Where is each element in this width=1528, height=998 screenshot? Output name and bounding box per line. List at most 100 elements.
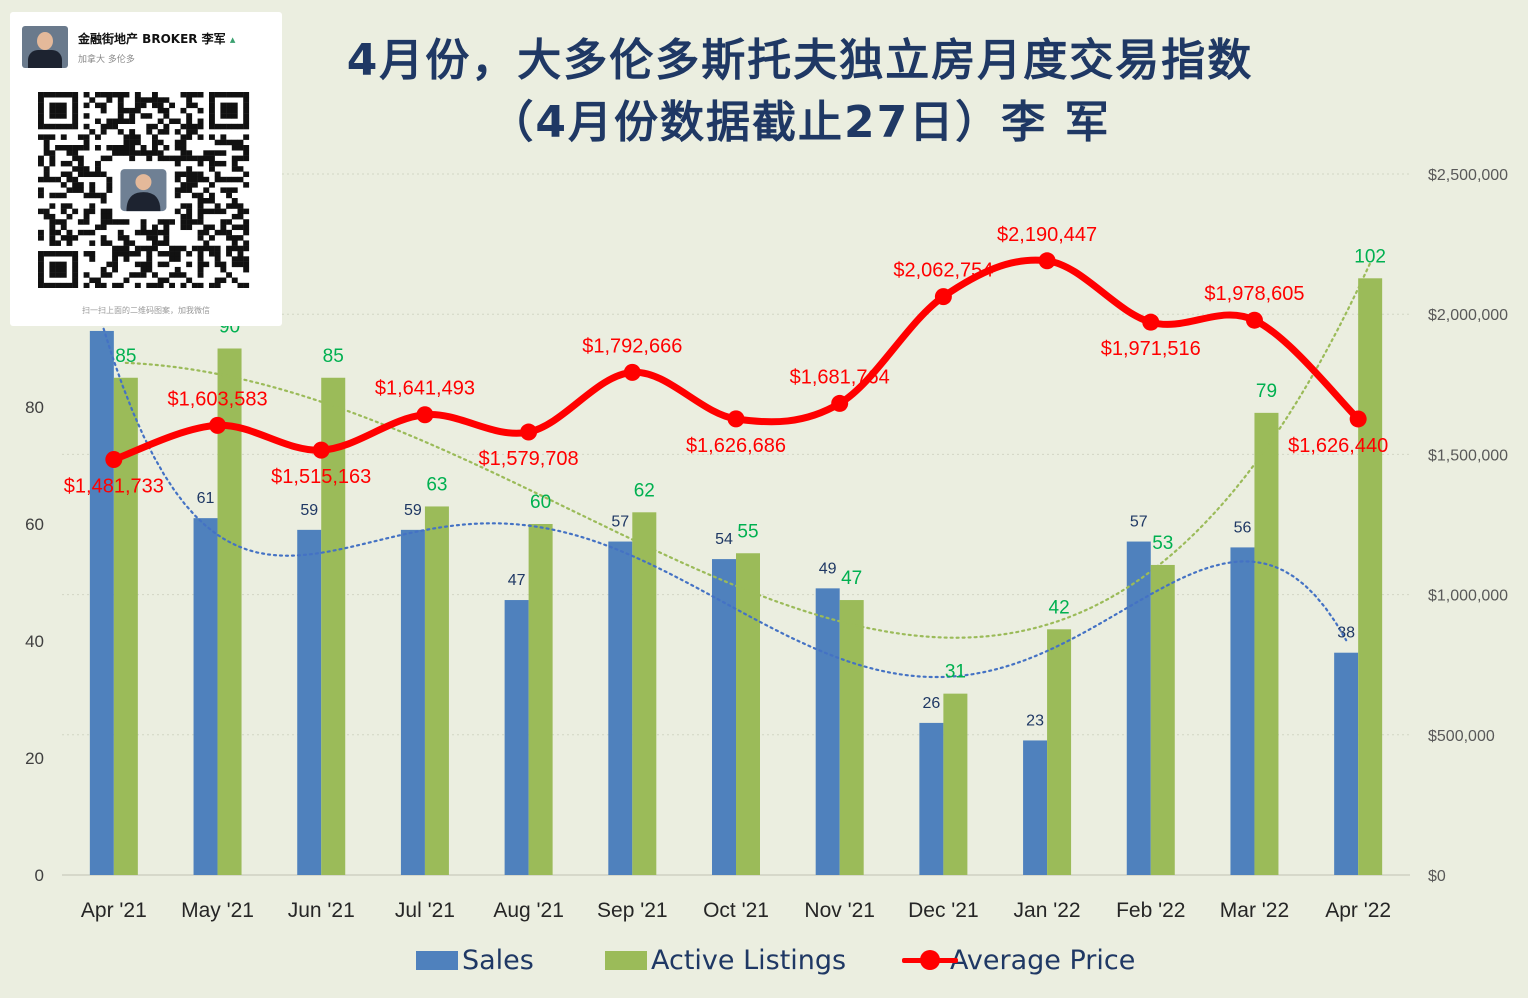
sales-data-label: 54 [715,531,733,548]
sales-bar [919,722,944,875]
sales-bar [193,518,218,875]
average-price-marker [623,363,641,381]
average-price-data-label: $2,062,754 [893,260,993,282]
y-right-tick-label: $1,000,000 [1428,588,1508,605]
average-price-marker [105,451,123,469]
sales-data-label: 57 [611,514,629,531]
x-axis-tick-label: Sep '21 [597,899,668,922]
sales-bar [815,588,840,875]
average-price-data-label: $1,978,605 [1204,283,1304,305]
sales-bar [400,529,425,875]
average-price-marker [1245,311,1263,329]
sales-bar [1126,541,1151,875]
x-axis-tick-label: Jul '21 [395,899,455,922]
active-listings-trendline [124,262,1372,639]
x-axis-tick-label: Jun '21 [288,899,355,922]
sales-data-label: 59 [300,502,318,519]
y-left-tick-label: 80 [25,398,44,417]
average-price-data-label: $1,626,440 [1288,435,1388,457]
legend-sales-swatch [416,950,458,970]
x-axis-tick-label: Jan '22 [1014,899,1081,922]
y-left-tick-label: 40 [25,632,44,651]
legend-price-swatch [902,950,958,970]
y-left-tick-label: 60 [25,515,44,534]
average-price-marker [831,394,849,412]
x-axis-tick-label: Nov '21 [804,899,875,922]
sales-bar [1230,547,1255,875]
average-price-data-label: $1,515,163 [271,466,371,488]
sales-data-label: 23 [1026,712,1044,729]
average-price-marker [416,406,434,424]
avatar [22,26,68,68]
average-price-marker [727,410,745,428]
active-listings-bar [943,693,968,875]
sales-bar [608,541,633,875]
qr-code-image [38,92,250,288]
sales-bar [1023,740,1048,875]
wechat-qr-card: 金融街地产 BROKER 李军 ▴ 加拿大 多伦多 扫一扫上面的二维码图案，加我… [10,12,282,326]
sales-data-label: 38 [1337,625,1355,642]
active-listings-data-label: 63 [426,474,447,495]
sales-trendline [100,321,1348,679]
active-listings-data-label: 60 [530,492,551,513]
active-listings-data-label: 47 [841,568,862,589]
active-listings-bar [528,524,553,875]
sales-data-label: 26 [922,695,940,712]
legend-sales-label: Sales [462,944,534,976]
average-price-marker [209,416,227,434]
legend-average-price: Average Price [902,942,1135,978]
sales-data-label: 57 [1130,514,1148,531]
active-listings-data-label: 55 [737,521,758,542]
person-icon: ▴ [229,33,236,46]
y-right-tick-label: $2,500,000 [1428,167,1508,184]
active-listings-data-label: 31 [945,662,966,683]
average-price-data-label: $1,681,764 [790,366,890,388]
sales-data-label: 59 [404,502,422,519]
active-listings-data-label: 85 [115,346,136,367]
chart-title-line-2: （4月份数据截止27日）李 军 [489,97,1111,148]
active-listings-bar [1358,278,1383,875]
chart-title-line-1: 4月份，大多伦多斯托夫独立房月度交易指数 [346,35,1254,86]
active-listings-bar [217,348,242,875]
sales-data-label: 49 [819,560,837,577]
sales-data-label: 47 [508,572,526,589]
sales-bar [712,559,736,875]
active-listings-bar [321,377,346,875]
active-listings-data-label: 102 [1354,246,1386,267]
x-axis-tick-label: Mar '22 [1220,899,1289,922]
sales-bar [297,529,322,875]
x-axis-tick-label: Feb '22 [1116,899,1185,922]
average-price-marker [1142,313,1160,331]
legend-sales: Sales [416,942,534,978]
active-listings-bar [632,512,657,875]
y-right-tick-label: $2,000,000 [1428,307,1508,324]
x-axis-tick-label: Oct '21 [703,899,769,922]
qr-hint-text: 扫一扫上面的二维码图案，加我微信 [82,306,210,315]
average-price-data-label: $1,603,583 [167,388,267,410]
active-listings-bar [424,506,449,875]
x-axis-tick-label: Aug '21 [493,899,564,922]
active-listings-bar [1047,629,1072,875]
average-price-marker [934,288,952,306]
average-price-data-label: $1,626,686 [686,435,786,457]
active-listings-data-label: 53 [1152,533,1173,554]
active-listings-bar [1150,564,1175,875]
y-right-tick-label: $0 [1428,868,1446,885]
x-axis-tick-label: May '21 [181,899,254,922]
x-axis-tick-label: Apr '22 [1325,899,1391,922]
average-price-data-label: $1,971,516 [1101,338,1201,360]
sales-bar [1334,652,1359,875]
average-price-data-label: $1,641,493 [375,378,475,400]
legend-active-listings: Active Listings [605,942,846,978]
average-price-marker [1038,252,1056,270]
average-price-data-label: $1,579,708 [479,448,579,470]
y-right-tick-label: $500,000 [1428,728,1495,745]
sales-bar [504,600,529,875]
legend-price-label: Average Price [950,944,1136,976]
average-price-marker [1349,410,1367,428]
x-axis-tick-label: Dec '21 [908,899,979,922]
average-price-marker [520,423,538,441]
contact-location: 加拿大 多伦多 [78,55,135,65]
active-listings-bar [1254,412,1279,875]
